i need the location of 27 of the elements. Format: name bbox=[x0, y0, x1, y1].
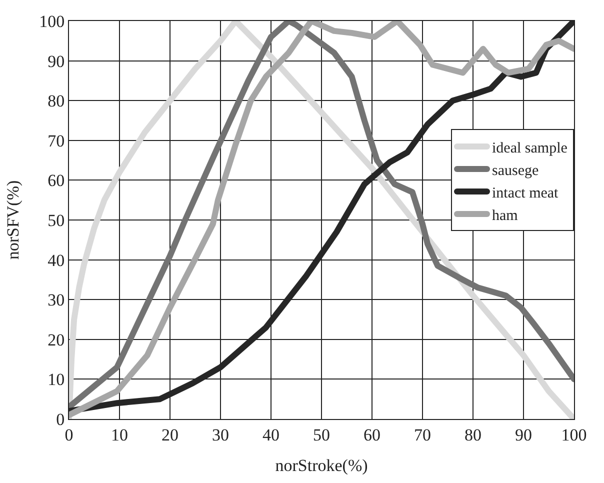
legend-label: ham bbox=[492, 208, 518, 224]
y-tick-label: 50 bbox=[48, 210, 65, 230]
x-tick-label: 10 bbox=[111, 425, 128, 444]
x-tick-label: 90 bbox=[515, 425, 532, 444]
x-axis-title: norStroke(%) bbox=[275, 456, 368, 475]
y-axis-title: norSFV(%) bbox=[4, 180, 23, 260]
x-tick-label: 80 bbox=[464, 425, 482, 444]
x-tick-label: 60 bbox=[364, 425, 380, 444]
legend-label: ideal sample bbox=[492, 140, 568, 156]
y-tick-label: 100 bbox=[39, 12, 65, 31]
y-tick-label: 70 bbox=[48, 131, 65, 150]
x-tick-label: 100 bbox=[561, 425, 587, 444]
legend-label: sausege bbox=[492, 162, 539, 179]
y-tick-label: 10 bbox=[48, 370, 65, 390]
x-tick-label: 40 bbox=[262, 425, 280, 444]
x-tick-label: 20 bbox=[162, 425, 178, 444]
y-tick-label: 90 bbox=[48, 52, 65, 71]
y-tick-label: 60 bbox=[48, 171, 65, 190]
y-tick-label: 80 bbox=[48, 92, 65, 111]
x-tick-label: 50 bbox=[313, 425, 330, 444]
y-tick-label: 40 bbox=[48, 250, 65, 270]
y-tick-label: 0 bbox=[56, 410, 65, 429]
x-tick-label: 70 bbox=[414, 425, 431, 444]
legend-label: intact meat bbox=[492, 185, 560, 202]
x-tick-label: 30 bbox=[212, 425, 229, 444]
y-tick-label: 30 bbox=[48, 290, 65, 310]
y-tick-label: 20 bbox=[48, 330, 65, 350]
